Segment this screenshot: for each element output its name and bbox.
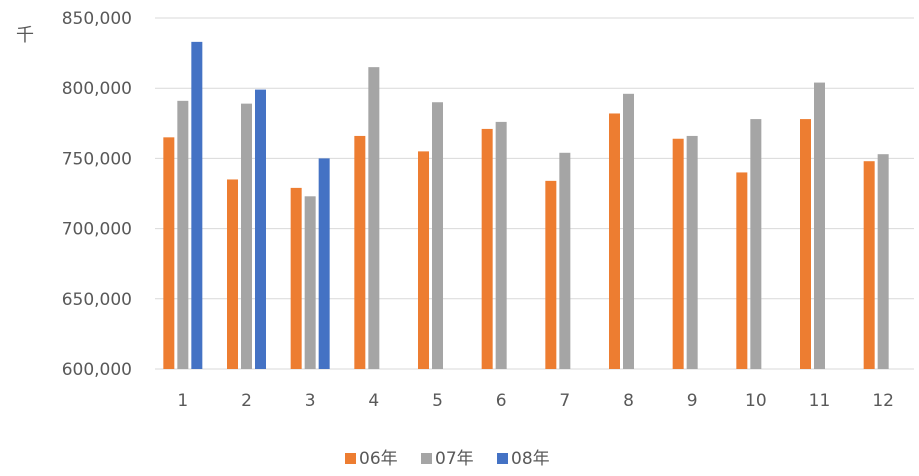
bar-08年-2 bbox=[255, 89, 266, 369]
x-tick-label: 12 bbox=[872, 391, 894, 411]
x-tick-label: 4 bbox=[368, 391, 379, 411]
bar-07年-3 bbox=[304, 196, 316, 369]
bars bbox=[163, 41, 889, 370]
y-tick-label: 650,000 bbox=[62, 290, 132, 310]
legend-label: 06年 bbox=[359, 449, 398, 469]
legend-swatch bbox=[345, 453, 356, 464]
gridlines bbox=[155, 17, 914, 370]
bar-06年-8 bbox=[609, 113, 620, 369]
bar-06年-5 bbox=[418, 151, 429, 369]
bar-06年-3 bbox=[290, 187, 302, 369]
bar-07年-12 bbox=[877, 154, 889, 369]
y-tick-label: 800,000 bbox=[62, 79, 132, 99]
bar-06年-4 bbox=[354, 135, 366, 369]
bar-07年-8 bbox=[623, 93, 634, 369]
x-tick-label: 11 bbox=[809, 391, 831, 411]
bar-07年-6 bbox=[495, 121, 507, 370]
bar-06年-11 bbox=[800, 119, 811, 369]
y-tick-label: 850,000 bbox=[62, 9, 132, 29]
bar-07年-7 bbox=[559, 152, 571, 369]
bar-06年-1 bbox=[163, 137, 175, 369]
legend-label: 08年 bbox=[511, 449, 550, 469]
y-tick-label: 700,000 bbox=[62, 220, 132, 240]
legend-swatch bbox=[497, 453, 508, 464]
bar-07年-1 bbox=[177, 100, 189, 369]
x-tick-label: 9 bbox=[687, 391, 698, 411]
x-tick-label: 1 bbox=[177, 391, 188, 411]
bar-07年-5 bbox=[432, 102, 443, 370]
bar-07年-2 bbox=[241, 103, 252, 370]
x-tick-label: 8 bbox=[623, 391, 634, 411]
x-tick-label: 7 bbox=[559, 391, 570, 411]
x-tick-label: 6 bbox=[496, 391, 507, 411]
legend-swatch bbox=[421, 453, 432, 464]
x-tick-label: 2 bbox=[241, 391, 252, 411]
bar-06年-10 bbox=[736, 172, 748, 369]
bar-06年-12 bbox=[863, 161, 875, 369]
x-axis-ticks: 1 2 3 4 5 6 7 8 9 10 11 12 bbox=[177, 391, 894, 411]
bar-07年-11 bbox=[814, 82, 825, 370]
x-tick-label: 3 bbox=[305, 391, 316, 411]
bar-07年-9 bbox=[686, 135, 698, 369]
bar-06年-7 bbox=[545, 180, 557, 369]
y-axis-ticks: 600,000 650,000 700,000 750,000 800,000 850,0… bbox=[62, 9, 132, 380]
y-tick-label: 750,000 bbox=[62, 149, 132, 169]
legend-label: 07年 bbox=[435, 449, 474, 469]
bar-06年-6 bbox=[481, 128, 493, 369]
x-tick-label: 5 bbox=[432, 391, 443, 411]
bar-06年-9 bbox=[672, 138, 684, 369]
bar-07年-10 bbox=[750, 119, 762, 369]
y-axis-unit-label: 千 bbox=[16, 25, 34, 46]
bar-08年-3 bbox=[318, 158, 330, 369]
bar-08年-1 bbox=[191, 41, 203, 369]
y-tick-label: 600,000 bbox=[62, 360, 132, 380]
x-tick-label: 10 bbox=[745, 391, 767, 411]
legend: 06年 07年 08年 bbox=[345, 449, 550, 469]
bar-06年-2 bbox=[227, 179, 238, 369]
bar-07年-4 bbox=[368, 67, 380, 369]
